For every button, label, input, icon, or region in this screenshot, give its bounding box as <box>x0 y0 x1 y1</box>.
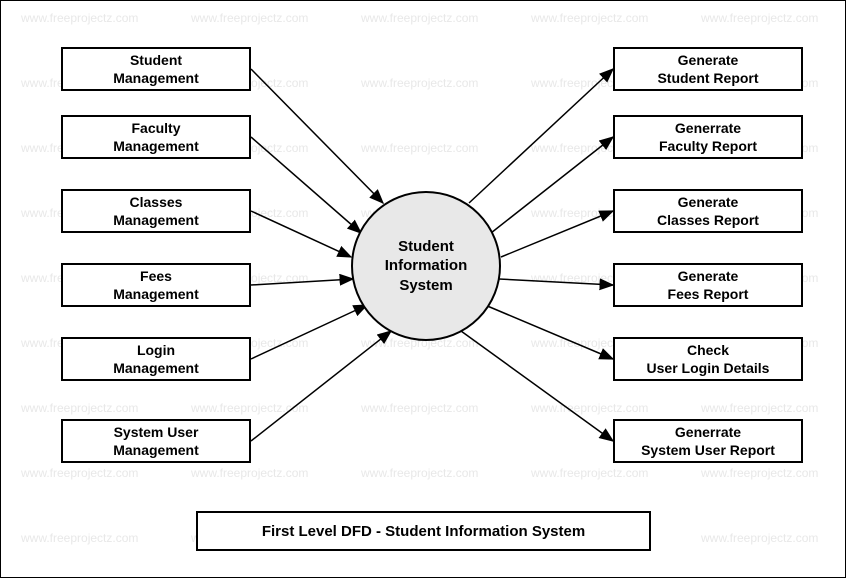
watermark-text: www.freeprojectz.com <box>191 401 308 415</box>
left-box-5: System UserManagement <box>61 419 251 463</box>
watermark-text: www.freeprojectz.com <box>531 11 648 25</box>
left-box-0: StudentManagement <box>61 47 251 91</box>
right-box-3: GenerateFees Report <box>613 263 803 307</box>
right-box-label-1: GenerrateFaculty Report <box>659 119 757 155</box>
watermark-text: www.freeprojectz.com <box>21 466 138 480</box>
right-box-0: GenerateStudent Report <box>613 47 803 91</box>
left-box-2: ClassesManagement <box>61 189 251 233</box>
watermark-text: www.freeprojectz.com <box>701 11 818 25</box>
diagram-title-box: First Level DFD - Student Information Sy… <box>196 511 651 551</box>
right-box-4: CheckUser Login Details <box>613 337 803 381</box>
right-box-label-3: GenerateFees Report <box>668 267 749 303</box>
watermark-text: www.freeprojectz.com <box>361 76 478 90</box>
watermark-text: www.freeprojectz.com <box>361 401 478 415</box>
right-box-label-2: GenerateClasses Report <box>657 193 759 229</box>
right-box-label-5: GenerrateSystem User Report <box>641 423 775 459</box>
diagram-title: First Level DFD - Student Information Sy… <box>262 523 585 540</box>
right-box-2: GenerateClasses Report <box>613 189 803 233</box>
watermark-text: www.freeprojectz.com <box>21 531 138 545</box>
left-box-label-4: LoginManagement <box>113 341 199 377</box>
watermark-text: www.freeprojectz.com <box>531 466 648 480</box>
watermark-text: www.freeprojectz.com <box>701 531 818 545</box>
left-box-label-0: StudentManagement <box>113 51 199 87</box>
left-box-label-2: ClassesManagement <box>113 193 199 229</box>
watermark-text: www.freeprojectz.com <box>531 401 648 415</box>
center-process-circle: StudentInformationSystem <box>351 191 501 341</box>
center-label: StudentInformationSystem <box>385 237 468 296</box>
left-box-label-5: System UserManagement <box>113 423 199 459</box>
watermark-text: www.freeprojectz.com <box>361 141 478 155</box>
left-box-4: LoginManagement <box>61 337 251 381</box>
watermark-text: www.freeprojectz.com <box>361 11 478 25</box>
right-box-label-0: GenerateStudent Report <box>657 51 758 87</box>
watermark-text: www.freeprojectz.com <box>191 11 308 25</box>
left-box-label-3: FeesManagement <box>113 267 199 303</box>
left-box-3: FeesManagement <box>61 263 251 307</box>
watermark-text: www.freeprojectz.com <box>361 466 478 480</box>
right-box-1: GenerrateFaculty Report <box>613 115 803 159</box>
watermark-text: www.freeprojectz.com <box>21 401 138 415</box>
watermark-text: www.freeprojectz.com <box>21 11 138 25</box>
watermark-text: www.freeprojectz.com <box>701 401 818 415</box>
watermark-text: www.freeprojectz.com <box>701 466 818 480</box>
left-box-label-1: FacultyManagement <box>113 119 199 155</box>
right-box-label-4: CheckUser Login Details <box>647 341 770 377</box>
left-box-1: FacultyManagement <box>61 115 251 159</box>
right-box-5: GenerrateSystem User Report <box>613 419 803 463</box>
watermark-text: www.freeprojectz.com <box>191 466 308 480</box>
